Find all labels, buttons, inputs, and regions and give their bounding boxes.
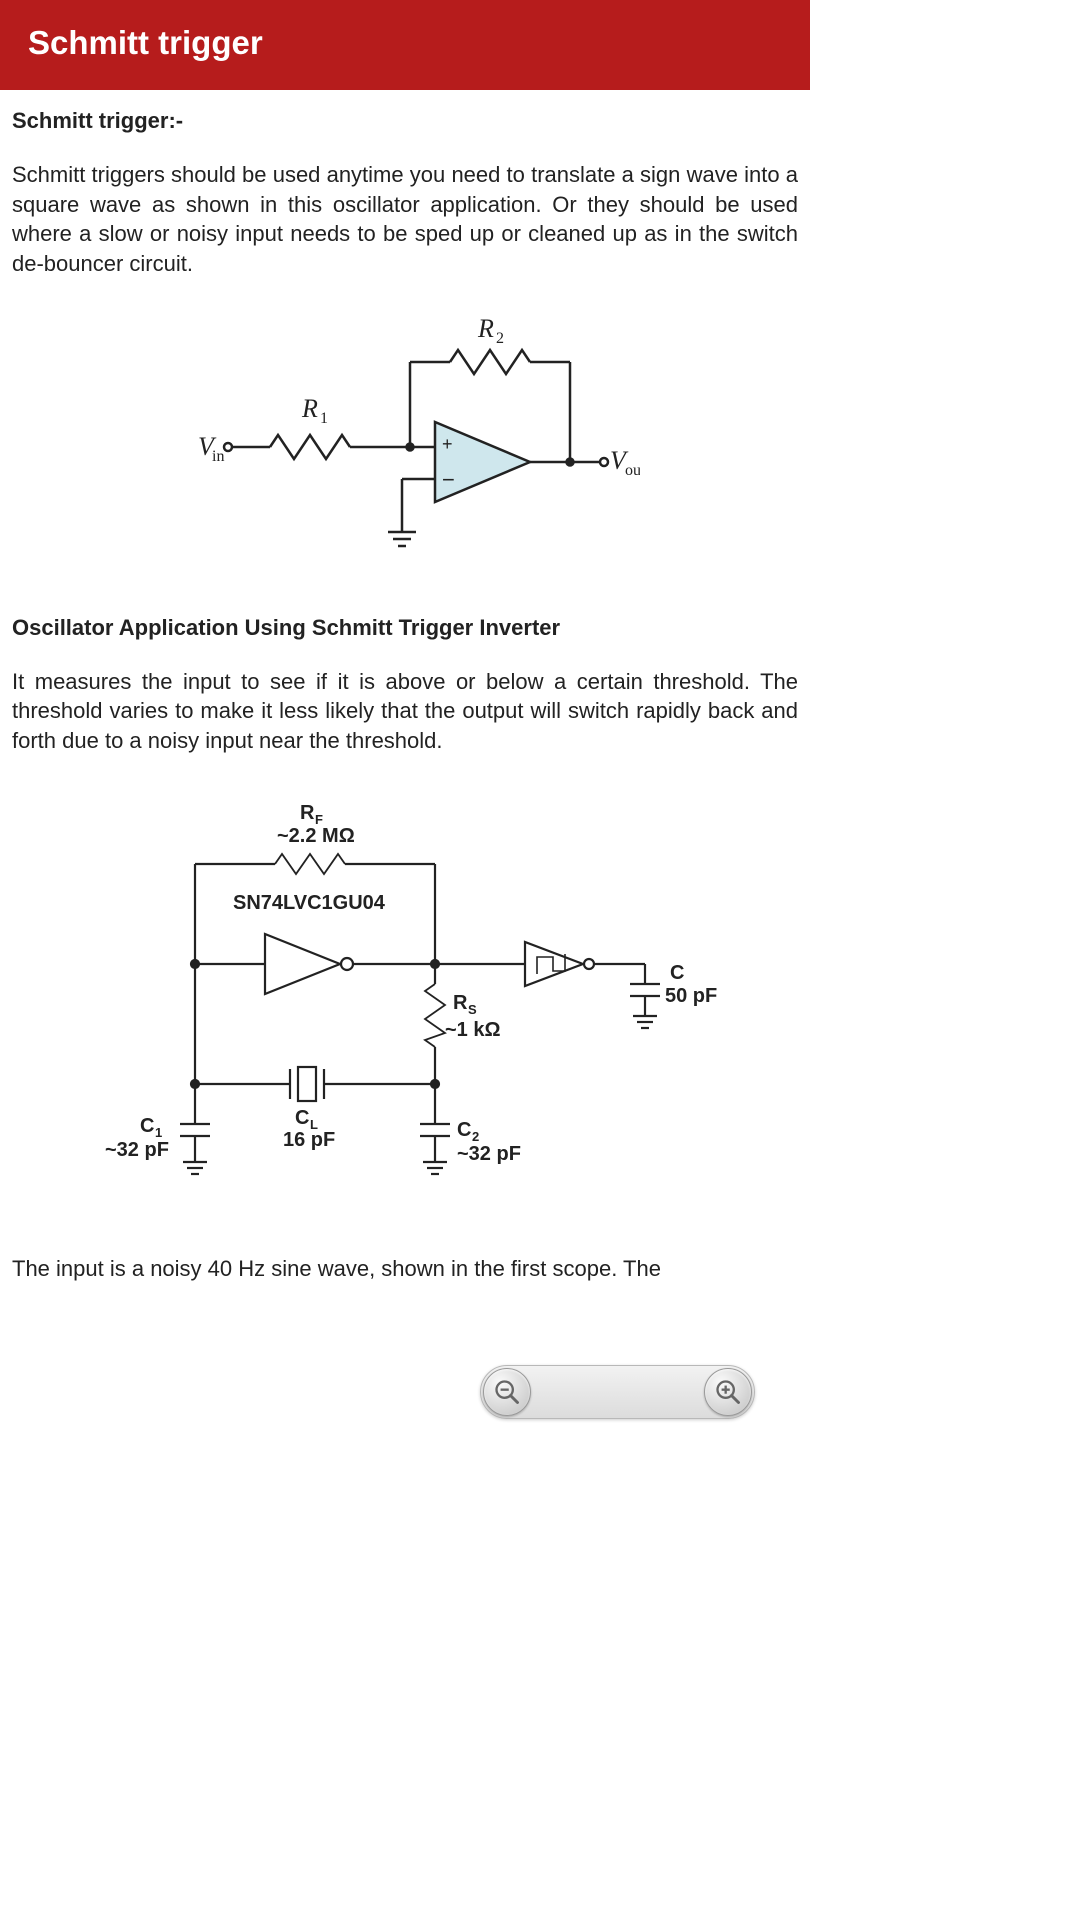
page-header: Schmitt trigger <box>0 0 810 90</box>
zoom-control[interactable] <box>480 1365 755 1419</box>
article-body: Schmitt trigger:- Schmitt triggers shoul… <box>0 90 810 1294</box>
section2-body: It measures the input to see if it is ab… <box>12 667 798 756</box>
svg-text:S: S <box>468 1002 477 1017</box>
svg-text:~2.2 MΩ: ~2.2 MΩ <box>277 825 355 847</box>
figure-schmitt-opamp: V in R 1 R 2 V out + − <box>12 307 798 567</box>
svg-text:SN74LVC1GU04: SN74LVC1GU04 <box>233 892 386 914</box>
schmitt-opamp-svg: V in R 1 R 2 V out + − <box>170 307 640 567</box>
svg-text:in: in <box>212 448 224 465</box>
section1-title: Schmitt trigger:- <box>12 108 798 134</box>
zoom-out-button[interactable] <box>483 1368 531 1416</box>
oscillator-svg: R F ~2.2 MΩ SN74LVC1GU04 R S ~1 kΩ C L 1… <box>85 784 725 1204</box>
section3-body-partial: The input is a noisy 40 Hz sine wave, sh… <box>12 1254 798 1284</box>
section1-body: Schmitt triggers should be used anytime … <box>12 160 798 279</box>
svg-text:1: 1 <box>320 410 328 427</box>
svg-text:16 pF: 16 pF <box>283 1129 335 1151</box>
svg-text:R: R <box>477 314 494 343</box>
svg-text:R: R <box>453 992 468 1014</box>
svg-text:50 pF: 50 pF <box>665 985 717 1007</box>
svg-text:C: C <box>140 1115 154 1137</box>
svg-text:+: + <box>442 434 453 454</box>
svg-text:out: out <box>625 462 640 479</box>
svg-text:R: R <box>301 394 318 423</box>
section2-title: Oscillator Application Using Schmitt Tri… <box>12 615 798 641</box>
svg-text:C: C <box>670 962 684 984</box>
svg-text:~32 pF: ~32 pF <box>105 1139 169 1161</box>
svg-text:1: 1 <box>155 1125 162 1140</box>
svg-text:C: C <box>457 1119 471 1141</box>
svg-text:~32 pF: ~32 pF <box>457 1143 521 1165</box>
zoom-in-button[interactable] <box>704 1368 752 1416</box>
svg-text:R: R <box>300 802 315 824</box>
figure-oscillator: R F ~2.2 MΩ SN74LVC1GU04 R S ~1 kΩ C L 1… <box>12 784 798 1204</box>
svg-text:~1 kΩ: ~1 kΩ <box>445 1019 501 1041</box>
svg-text:2: 2 <box>472 1129 479 1144</box>
plus-magnify-icon <box>714 1378 742 1406</box>
minus-magnify-icon <box>493 1378 521 1406</box>
svg-text:−: − <box>442 467 455 492</box>
svg-text:C: C <box>295 1107 309 1129</box>
page-title: Schmitt trigger <box>28 24 782 62</box>
svg-text:2: 2 <box>496 330 504 347</box>
